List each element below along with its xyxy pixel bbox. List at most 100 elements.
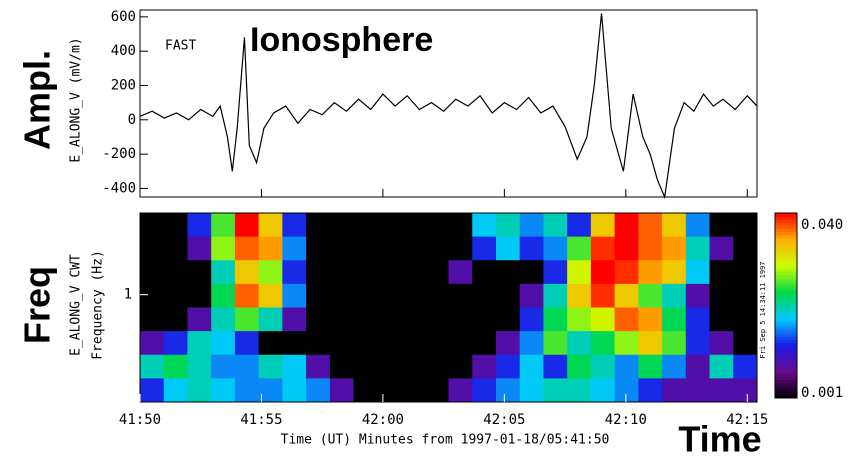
heat-cell xyxy=(733,213,758,238)
colorbar-cell xyxy=(775,342,797,347)
colorbar-cell xyxy=(775,339,797,343)
heat-cell xyxy=(472,260,497,285)
heat-cell xyxy=(567,260,592,285)
heat-cell xyxy=(614,307,639,332)
heat-cell xyxy=(306,236,331,261)
heat-cell xyxy=(424,213,449,238)
heat-cell xyxy=(448,283,473,308)
heat-cell xyxy=(329,307,355,332)
colorbar-cell xyxy=(775,216,797,220)
heat-cell xyxy=(543,354,568,379)
heat-cell xyxy=(733,236,758,261)
colorbar-cell xyxy=(775,280,797,285)
colorbar-cell xyxy=(775,231,797,236)
heat-cell xyxy=(685,236,711,261)
heat-cell xyxy=(685,307,711,332)
heat-cell xyxy=(709,260,734,285)
heat-cell xyxy=(401,213,426,238)
heat-cell xyxy=(306,307,331,332)
heat-cell xyxy=(662,354,687,379)
heat-cell xyxy=(567,378,592,403)
heat-cell xyxy=(590,378,616,403)
heat-cell xyxy=(377,331,402,356)
heat-cell xyxy=(234,260,260,285)
heat-cell xyxy=(187,331,212,356)
heat-cell xyxy=(353,354,378,379)
heat-cell xyxy=(662,260,687,285)
colorbar-cell xyxy=(775,357,797,362)
heat-cell xyxy=(282,331,307,356)
heat-cell xyxy=(543,283,568,308)
heat-cell xyxy=(662,307,687,332)
heat-cell xyxy=(234,331,260,356)
heat-cell xyxy=(709,307,734,332)
annotation: FAST xyxy=(165,39,196,54)
plot-frame xyxy=(139,9,758,198)
heat-cell xyxy=(187,378,212,403)
heat-cell xyxy=(448,354,473,379)
heat-cell xyxy=(211,307,236,332)
x-axis-label: Time (UT) Minutes from 1997-01-18/05:41:… xyxy=(281,433,610,448)
heat-cell xyxy=(211,213,236,238)
heat-cell xyxy=(234,307,260,332)
colorbar-cell xyxy=(775,234,797,239)
colorbar-cell xyxy=(775,225,797,229)
heat-cell xyxy=(448,260,473,285)
heat-cell xyxy=(187,260,212,285)
heat-cell xyxy=(495,378,521,403)
heat-cell xyxy=(353,307,378,332)
heat-cell xyxy=(638,331,663,356)
heat-cell xyxy=(567,213,592,238)
heat-cell xyxy=(306,260,331,285)
heat-cell xyxy=(282,260,307,285)
colorbar-cell xyxy=(775,336,797,340)
heat-cell xyxy=(163,307,188,332)
heat-cell xyxy=(329,331,355,356)
heat-cell xyxy=(614,213,639,238)
colorbar-cell xyxy=(775,296,797,300)
heat-cell xyxy=(614,378,639,403)
heat-cell xyxy=(590,236,616,261)
colorbar-cell xyxy=(775,256,797,260)
colorbar-cell xyxy=(775,364,797,368)
heat-cell xyxy=(163,331,188,356)
heat-cell xyxy=(472,378,497,403)
heat-cell xyxy=(685,378,711,403)
colorbar-cell xyxy=(775,320,797,325)
heat-cell xyxy=(401,378,426,403)
heat-cell xyxy=(614,260,639,285)
heat-cell xyxy=(495,213,521,238)
colorbar-cell xyxy=(775,394,797,399)
heat-cell xyxy=(495,283,521,308)
heat-cell xyxy=(258,378,283,403)
heat-cell xyxy=(638,236,663,261)
heat-cell xyxy=(234,378,260,403)
colorbar-cell xyxy=(775,277,797,282)
heat-cell xyxy=(733,354,758,379)
colorbar-cell xyxy=(775,268,797,273)
colorbar-cell xyxy=(775,333,797,337)
heat-cell xyxy=(377,283,402,308)
y-axis-label: E_ALONG_V CWT xyxy=(69,254,84,356)
heat-cell xyxy=(709,213,734,238)
heat-cell xyxy=(377,307,402,332)
heat-cell xyxy=(329,236,355,261)
heat-cell xyxy=(685,331,711,356)
heat-cell xyxy=(211,354,236,379)
heat-cell xyxy=(519,378,544,403)
heat-cell xyxy=(590,283,616,308)
heat-cell xyxy=(448,307,473,332)
heat-cell xyxy=(258,331,283,356)
heat-cell xyxy=(163,260,188,285)
heat-cell xyxy=(614,331,639,356)
heat-cell xyxy=(282,354,307,379)
heat-cell xyxy=(495,236,521,261)
heat-cell xyxy=(495,331,521,356)
heat-cell xyxy=(424,283,449,308)
heat-cell xyxy=(258,213,283,238)
heat-cell xyxy=(495,260,521,285)
y-tick-label: -200 xyxy=(102,146,136,162)
heat-cell xyxy=(329,354,355,379)
heat-cell xyxy=(353,213,378,238)
heat-cell xyxy=(211,236,236,261)
